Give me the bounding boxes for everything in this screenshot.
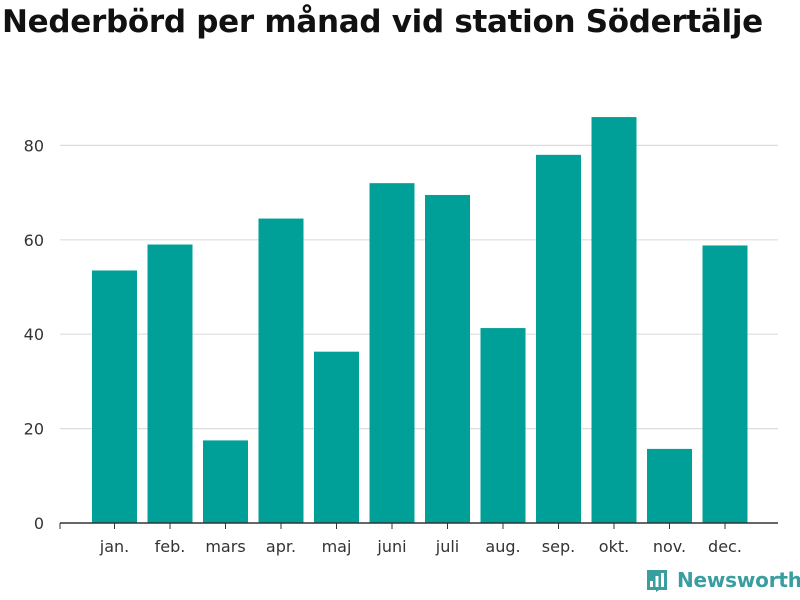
chart-title: Nederbörd per månad vid station Södertäl… <box>2 4 763 40</box>
x-tick-label: juni <box>376 537 406 556</box>
newsworthy-logo: Newsworthy <box>645 568 800 592</box>
bar-1 <box>147 244 193 523</box>
bar-10 <box>647 448 692 523</box>
bar-4 <box>314 351 359 523</box>
y-tick-label: 0 <box>34 514 44 533</box>
x-tick-label: juli <box>435 537 459 556</box>
bar-2 <box>203 440 248 523</box>
x-tick-label: okt. <box>599 537 629 556</box>
y-tick-label: 60 <box>24 231 44 250</box>
x-tick-label: sep. <box>542 537 575 556</box>
bar-7 <box>480 328 526 523</box>
x-tick-label: mars <box>205 537 245 556</box>
x-tick-label: aug. <box>485 537 520 556</box>
y-tick-label: 40 <box>24 325 44 344</box>
bars <box>92 117 748 524</box>
newsworthy-chart-icon <box>647 570 667 592</box>
x-axis-ticks: jan. feb. mars apr. maj juni juli aug. sep. okt. n… <box>59 523 742 556</box>
bar-8 <box>536 154 581 523</box>
bar-6 <box>425 194 470 523</box>
x-tick-label: feb. <box>155 537 186 556</box>
y-tick-label: 20 <box>24 420 44 439</box>
y-axis-ticks: 0 20 40 60 80 <box>24 136 44 533</box>
bar-9 <box>591 117 637 523</box>
x-tick-label: jan. <box>99 537 129 556</box>
bar-3 <box>258 218 304 523</box>
x-tick-label: nov. <box>653 537 686 556</box>
x-tick-label: maj <box>322 537 352 556</box>
bar-11 <box>702 245 748 524</box>
bar-5 <box>369 183 415 523</box>
y-tick-label: 80 <box>24 136 44 155</box>
x-tick-label: dec. <box>708 537 742 556</box>
brand-name: Newsworthy <box>677 568 800 592</box>
x-tick-label: apr. <box>266 537 296 556</box>
bar-0 <box>92 270 137 523</box>
